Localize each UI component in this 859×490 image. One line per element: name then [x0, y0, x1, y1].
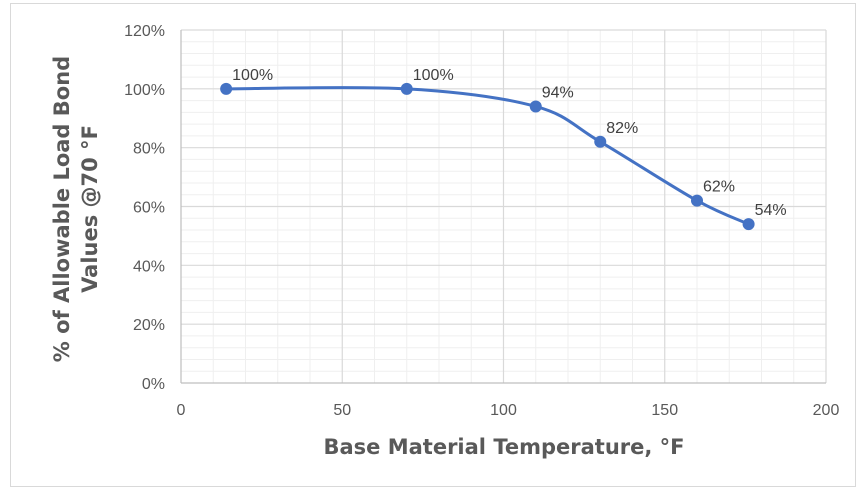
- y-tick-label: 60%: [133, 200, 165, 217]
- gridlines: [181, 29, 827, 383]
- data-point: [220, 82, 233, 95]
- data-point: [400, 82, 413, 95]
- tick-labels: 0% 20% 40% 60% 80% 100% 120% 0 50 100 150 200: [124, 23, 839, 419]
- y-tick-label: 40%: [133, 258, 165, 275]
- chart-svg: 0%20%40%60%80%100%120%0 50 100 150 200 100% 1…: [50, 23, 839, 459]
- y-tick-label: 0%: [142, 376, 165, 393]
- series-group: [220, 82, 755, 231]
- y-tick-label: 20%: [133, 317, 165, 334]
- x-tick-label: 150: [651, 402, 678, 419]
- x-tick-label: 100: [490, 402, 517, 419]
- x-tick-label: 50: [333, 402, 351, 419]
- data-point: [742, 218, 755, 231]
- axes: [180, 30, 826, 384]
- x-tick-label: 0: [177, 402, 186, 419]
- y-axis-title-line-2: Values @70 °F: [78, 125, 102, 293]
- data-label: 82%: [606, 120, 638, 137]
- data-label: 100%: [232, 67, 273, 84]
- y-tick-label: 100%: [124, 82, 165, 99]
- data-label: 94%: [542, 84, 574, 101]
- series-line: [224, 86, 751, 226]
- x-tick-label: 200: [813, 402, 840, 419]
- data-label: 54%: [755, 202, 787, 219]
- data-point: [529, 100, 542, 113]
- chart-area: 0% 20% 40% 60% 80% 100% 120% 0 50 100 150 200 100% 1…: [10, 3, 856, 487]
- data-point: [594, 135, 607, 148]
- data-point: [691, 194, 703, 207]
- y-tick-label: 120%: [124, 23, 165, 40]
- y-tick-label: 80%: [133, 141, 165, 158]
- y-axis-title-line-1: % of Allowable Load Bond: [50, 56, 74, 362]
- data-labels: 100% 100% 94% 82% 62% 54%: [232, 67, 786, 219]
- data-label: 100%: [413, 67, 454, 84]
- y-axis-title: % of Allowable Load Bond Values @70 °F: [50, 56, 102, 362]
- data-label: 62%: [703, 179, 735, 196]
- x-axis-title: Base Material Temperature, °F: [324, 435, 685, 459]
